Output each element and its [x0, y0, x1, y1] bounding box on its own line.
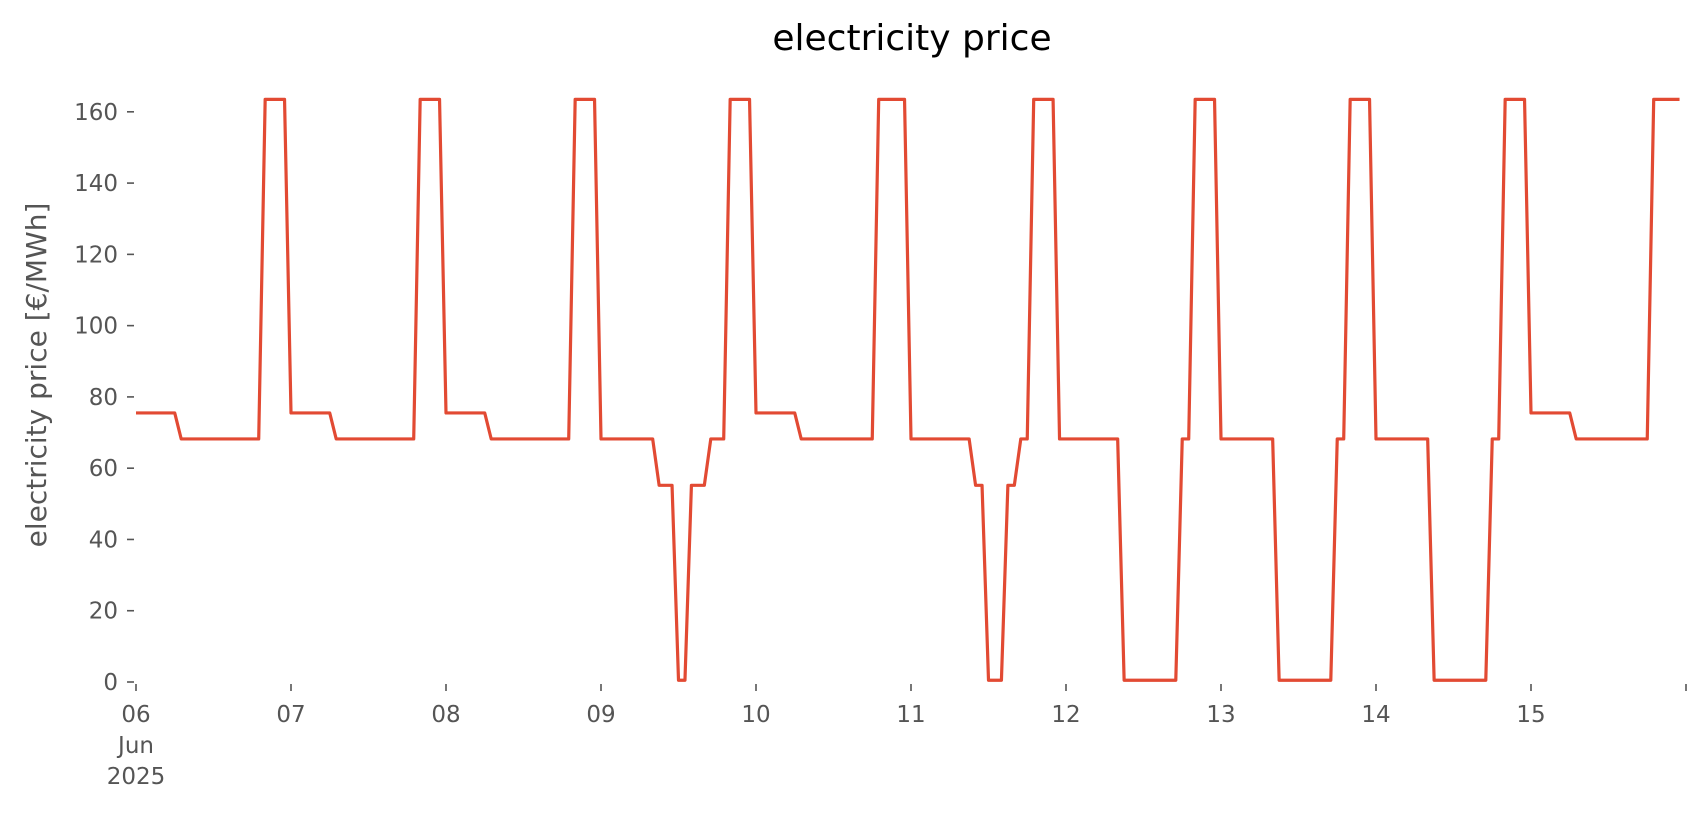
- y-tick-label: 60: [89, 456, 118, 482]
- y-axis: 0 20 40 60 80 100 120 140 160: [74, 100, 134, 696]
- x-tick-label: 06: [121, 702, 150, 728]
- x-tick-label: 11: [896, 702, 925, 728]
- y-tick-label: 80: [89, 385, 118, 411]
- x-tick-label: Jun: [116, 733, 154, 759]
- chart-title: electricity price: [772, 18, 1051, 59]
- y-axis-label: electricity price [€/MWh]: [20, 203, 53, 548]
- x-tick-label: 07: [276, 702, 305, 728]
- y-tick-label: 40: [89, 527, 118, 553]
- price-series-line: [136, 97, 1680, 682]
- y-tick-label: 160: [74, 100, 118, 126]
- y-tick-label: 20: [89, 599, 118, 625]
- x-tick-label: 08: [431, 702, 460, 728]
- y-tick-label: 100: [74, 314, 118, 340]
- x-axis: 06 Jun 2025 07 08 09 10 11 12 13 14 15: [107, 684, 1687, 790]
- x-tick-label: 2025: [107, 764, 166, 790]
- plot-area: [136, 97, 1680, 682]
- y-tick-label: 0: [103, 670, 118, 696]
- x-tick-label: 13: [1206, 702, 1235, 728]
- x-tick-label: 09: [586, 702, 615, 728]
- x-tick-label: 15: [1516, 702, 1545, 728]
- y-tick-label: 120: [74, 242, 118, 268]
- x-tick-label: 10: [741, 702, 770, 728]
- y-tick-label: 140: [74, 171, 118, 197]
- x-tick-label: 14: [1361, 702, 1390, 728]
- x-tick-label: 12: [1051, 702, 1080, 728]
